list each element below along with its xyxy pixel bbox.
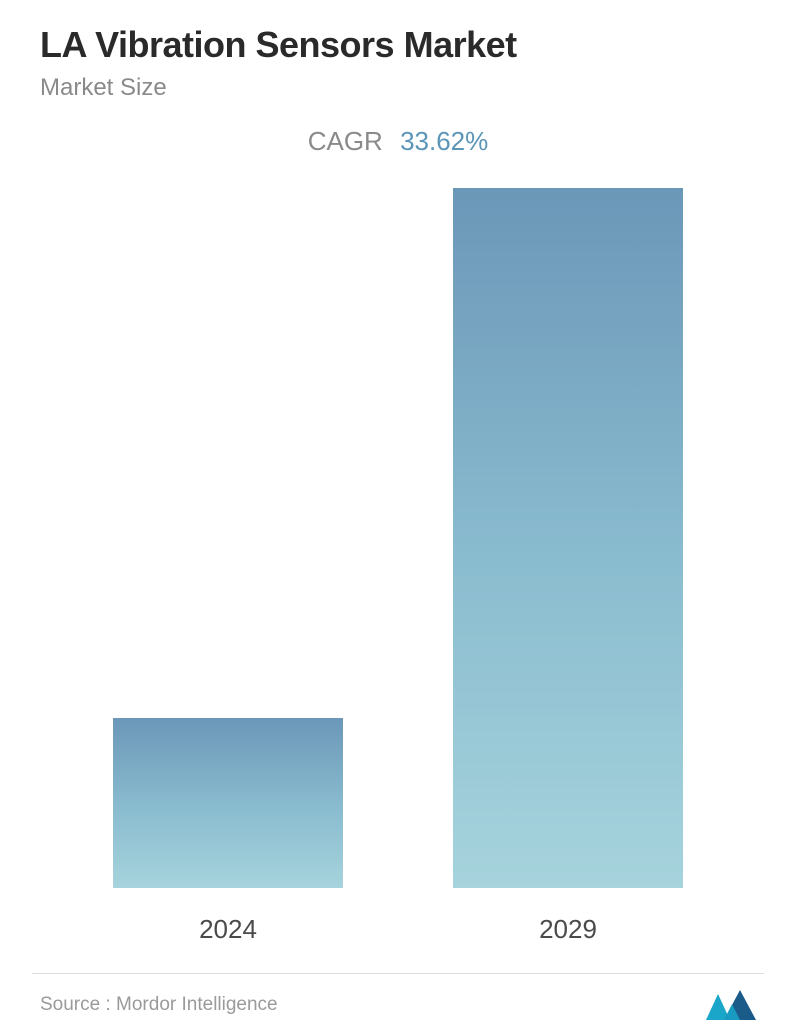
x-label-1: 2029 xyxy=(539,914,597,945)
cagr-row: CAGR 33.62% xyxy=(32,126,764,157)
bar-0 xyxy=(113,718,343,888)
brand-logo-icon xyxy=(704,988,760,1022)
chart-subtitle: Market Size xyxy=(40,74,764,102)
cagr-label: CAGR xyxy=(308,126,383,156)
bar-group-0: 2024 xyxy=(113,185,343,945)
bar-group-1: 2029 xyxy=(453,185,683,945)
source-text: Source : Mordor Intelligence xyxy=(40,994,278,1016)
cagr-value: 33.62% xyxy=(400,126,488,156)
x-label-0: 2024 xyxy=(199,914,257,945)
chart-card: LA Vibration Sensors Market Market Size … xyxy=(0,0,796,1034)
footer: Source : Mordor Intelligence xyxy=(32,974,764,1022)
chart-title: LA Vibration Sensors Market xyxy=(40,24,764,66)
bar-1 xyxy=(453,188,683,888)
chart-plot-area: 2024 2029 xyxy=(32,185,764,945)
